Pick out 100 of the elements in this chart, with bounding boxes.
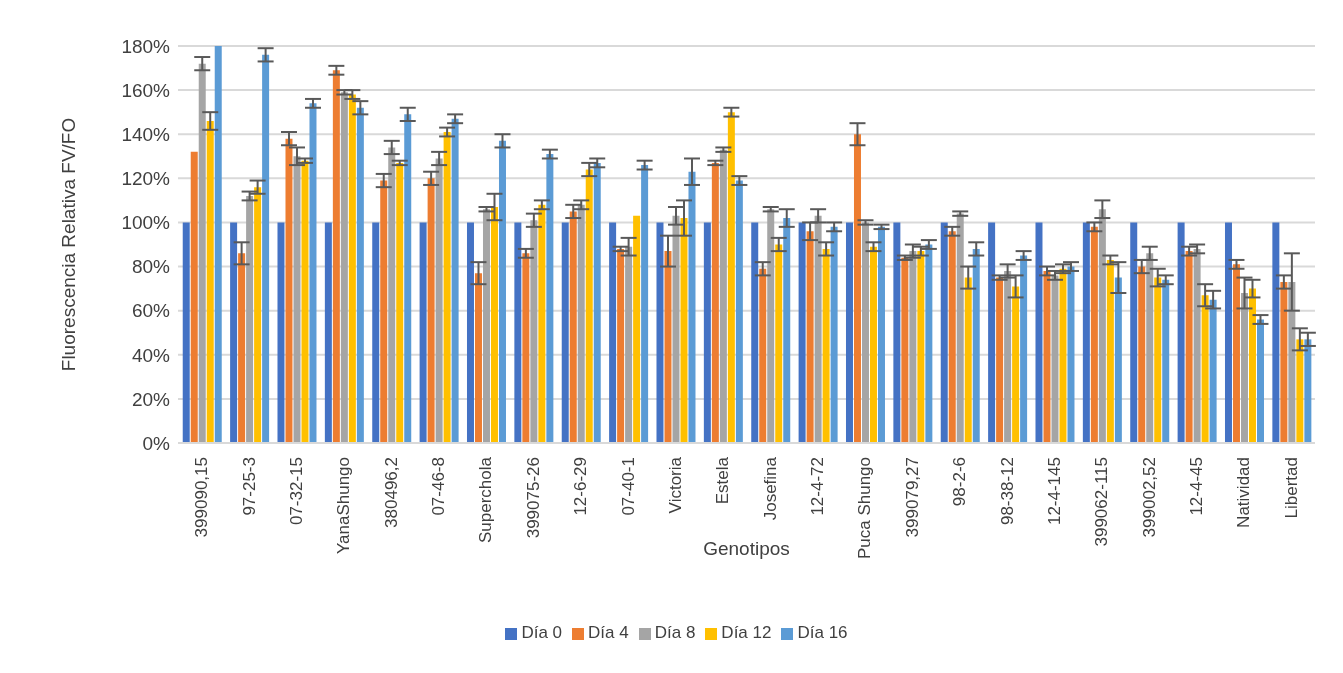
- y-tick-label: 120%: [121, 168, 171, 190]
- x-tick-label: Superchola: [476, 456, 496, 544]
- bar: [877, 226, 885, 443]
- x-tick-label: 07-40-1: [618, 457, 638, 516]
- legend-label: Día 8: [654, 623, 696, 642]
- x-tick-label: 12-4-45: [1187, 457, 1207, 516]
- bar: [546, 154, 554, 443]
- bar: [814, 215, 822, 443]
- bar: [561, 222, 569, 443]
- bar: [680, 218, 688, 443]
- bar: [798, 222, 806, 443]
- bar: [569, 211, 577, 443]
- bar: [1114, 277, 1122, 443]
- bar: [1020, 255, 1028, 443]
- x-tick-label: 97-25-3: [239, 457, 259, 516]
- bar: [1035, 222, 1043, 443]
- bar: [664, 251, 672, 443]
- bar: [948, 231, 956, 443]
- bar: [482, 209, 490, 443]
- bar: [1090, 226, 1098, 443]
- bar: [641, 165, 649, 443]
- x-tick-label: Natividad: [1234, 457, 1254, 528]
- y-tick-label: 180%: [121, 35, 171, 57]
- bar: [230, 222, 238, 443]
- bar: [427, 178, 435, 443]
- bar: [1130, 222, 1138, 443]
- bar: [1248, 288, 1256, 443]
- y-tick-label: 160%: [121, 79, 171, 101]
- bar: [1067, 266, 1075, 443]
- bar: [238, 253, 246, 443]
- bar: [1232, 264, 1240, 443]
- bar: [909, 251, 917, 443]
- bar: [498, 140, 506, 443]
- bar: [293, 156, 301, 443]
- bar: [845, 222, 853, 443]
- bar: [1224, 222, 1232, 443]
- bar: [1138, 266, 1146, 443]
- bar: [309, 103, 317, 443]
- bar: [466, 222, 474, 443]
- bar: [775, 244, 783, 443]
- bar: [214, 46, 222, 443]
- x-tick-label: 07-32-15: [286, 457, 306, 526]
- bar: [388, 147, 396, 443]
- x-tick-label: 399075-26: [523, 457, 543, 539]
- bar: [277, 222, 285, 443]
- bar: [688, 171, 696, 443]
- bar: [633, 215, 641, 443]
- bar: [419, 222, 427, 443]
- bar: [1272, 222, 1280, 443]
- bar: [1106, 259, 1114, 443]
- bar: [672, 215, 680, 443]
- bar: [585, 169, 593, 443]
- bar: [1185, 251, 1193, 443]
- bar: [1177, 222, 1185, 443]
- bar: [1193, 248, 1201, 443]
- bar: [1288, 281, 1296, 443]
- bar: [940, 222, 948, 443]
- bar: [1146, 253, 1154, 443]
- bar: [869, 246, 877, 443]
- bar: [1296, 339, 1304, 443]
- bar: [348, 94, 356, 443]
- bar: [1098, 209, 1106, 443]
- bar: [735, 180, 743, 443]
- y-tick-label: 80%: [131, 256, 171, 278]
- bar: [1162, 279, 1170, 443]
- bar: [727, 112, 735, 443]
- bar: [522, 253, 530, 443]
- x-tick-label: 399079,27: [902, 457, 922, 538]
- bar: [1059, 268, 1067, 443]
- bar: [285, 138, 293, 443]
- legend-label: Día 4: [588, 623, 629, 642]
- bar: [853, 134, 861, 443]
- bar: [751, 222, 759, 443]
- bar: [530, 220, 538, 443]
- bar: [198, 63, 206, 443]
- bar: [783, 218, 791, 443]
- bar: [719, 149, 727, 443]
- legend-label: Día 0: [521, 623, 563, 642]
- x-tick-label: YanaShungo: [334, 457, 354, 555]
- bar: [822, 248, 830, 443]
- bar: [893, 222, 901, 443]
- bar: [956, 213, 964, 443]
- bar: [759, 268, 767, 443]
- bar: [332, 70, 340, 443]
- bar: [1304, 339, 1312, 443]
- bar: [1201, 295, 1209, 443]
- bar: [656, 222, 664, 443]
- x-tick-label: 12-6-29: [571, 457, 591, 516]
- x-tick-label: Estela: [713, 456, 733, 505]
- x-tick-label: 380496,2: [381, 457, 401, 528]
- x-tick-label: 98-38-12: [997, 457, 1017, 526]
- x-tick-label: 399002,52: [1139, 457, 1159, 538]
- x-tick-label: 98-2-6: [950, 457, 970, 507]
- bar: [972, 248, 980, 443]
- bar: [435, 158, 443, 443]
- bar: [988, 222, 996, 443]
- bar: [514, 222, 522, 443]
- bar: [1154, 277, 1162, 443]
- bar: [301, 160, 309, 443]
- y-tick-label: 40%: [131, 344, 171, 366]
